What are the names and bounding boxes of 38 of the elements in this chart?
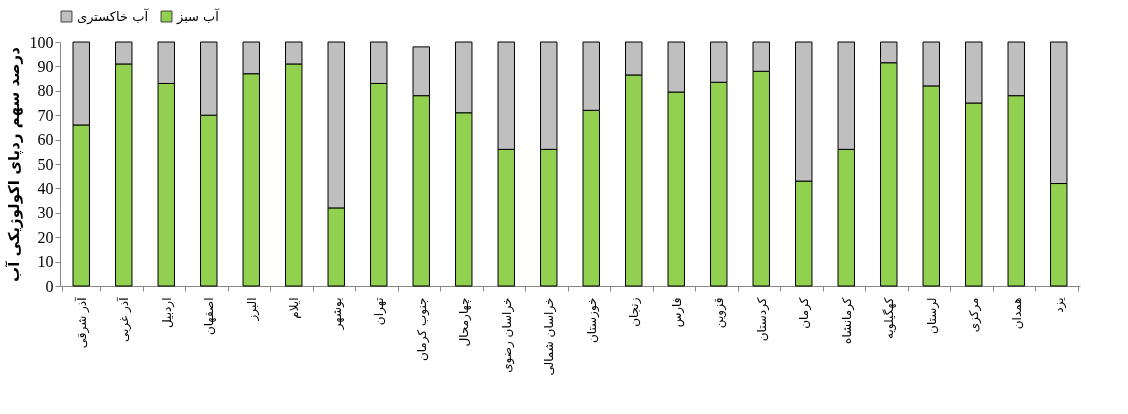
x-tick-label: اصفهان — [202, 297, 217, 336]
x-tick-label: آذر شرقی — [73, 296, 90, 349]
x-tick-label: کهگیلویه — [882, 297, 898, 339]
x-tick-label: مرکزی — [967, 297, 983, 333]
y-tick-label: 90 — [37, 57, 54, 75]
x-tick-label: قزوین — [712, 297, 728, 329]
legend-label: آب سبز — [176, 7, 221, 25]
x-tick-label: کرمان — [797, 297, 813, 329]
x-tick-label: آذر غربی — [116, 296, 133, 343]
x-tick-label: چهارمحال — [457, 297, 473, 347]
y-tick-label: 20 — [37, 228, 54, 246]
x-tick-label: همدان — [1009, 297, 1024, 330]
x-tick-label: ایلام — [287, 297, 302, 319]
y-tick-label: 40 — [37, 179, 54, 197]
x-tick-label: لرستان — [924, 297, 940, 334]
x-tick-label: خراسان شمالی — [542, 297, 558, 376]
y-tick-label: 70 — [37, 106, 54, 124]
y-tick-label: 30 — [37, 204, 54, 222]
x-tick-label: خراسان رضوی — [499, 297, 515, 373]
x-tick-label: کرمانشاه — [839, 297, 855, 344]
x-tick-label: خوزستان — [584, 297, 600, 344]
x-tick-label: یزد — [1052, 297, 1068, 313]
x-tick-label: فارس — [669, 297, 685, 328]
x-tick-label: بوشهر — [329, 297, 345, 331]
y-tick-label: 60 — [37, 131, 54, 149]
y-tick-label: 80 — [37, 82, 54, 100]
y-tick-label: 0 — [45, 277, 54, 295]
x-tick-label: زنجان — [627, 297, 643, 327]
y-axis-title: درصد سهم ردپای اکولوژیکی آب — [4, 46, 24, 282]
x-tick-label: تهران — [372, 297, 388, 326]
x-tick-label: البرز — [244, 297, 260, 322]
y-tick-label: 100 — [29, 33, 54, 51]
y-tick-label: 50 — [37, 155, 54, 173]
x-tick-label: کردستان — [754, 297, 770, 342]
x-tick-label: اردبیل — [159, 297, 175, 329]
x-tick-label: جنوب کرمان — [414, 297, 430, 362]
legend-label: آب خاکستری — [77, 7, 150, 25]
y-tick-label: 10 — [37, 253, 54, 271]
